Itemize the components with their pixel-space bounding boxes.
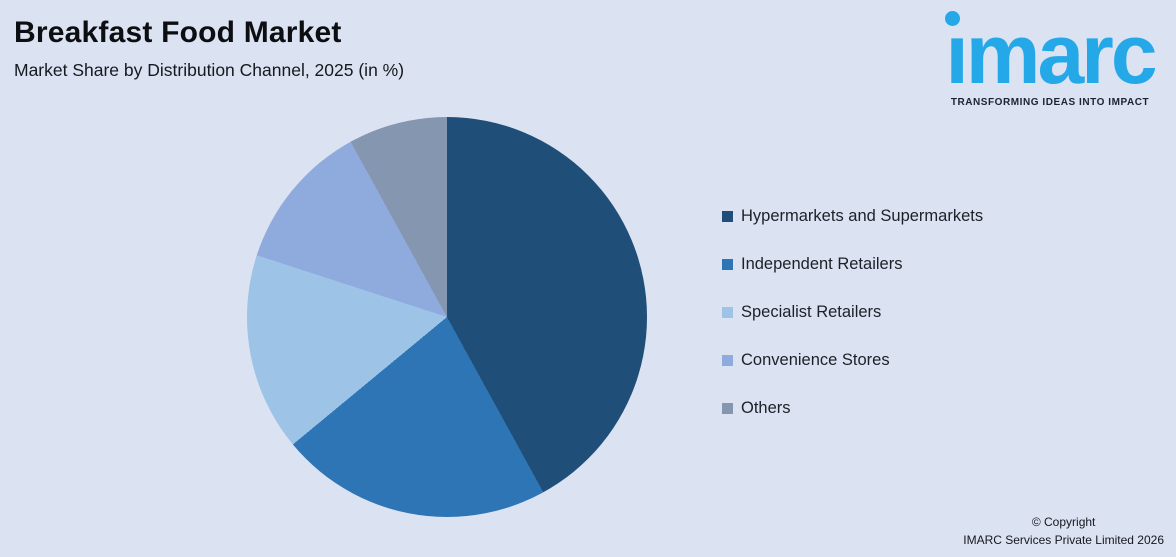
legend-label: Convenience Stores xyxy=(741,350,890,369)
legend-swatch-icon xyxy=(722,210,733,222)
logo-tagline: TRANSFORMING IDEAS INTO IMPACT xyxy=(950,97,1150,108)
copyright-line2: IMARC Services Private Limited 2026 xyxy=(963,533,1164,547)
legend-swatch-icon xyxy=(722,402,733,414)
legend-swatch-icon xyxy=(722,354,733,366)
copyright-line1: © Copyright xyxy=(1031,515,1096,529)
legend-label: Independent Retailers xyxy=(741,254,903,273)
legend-label: Others xyxy=(741,398,791,417)
legend-item-others: Others xyxy=(722,396,983,420)
page-title: Breakfast Food Market xyxy=(14,16,342,49)
legend-label: Specialist Retailers xyxy=(741,302,882,321)
logo-wordmark: ımarc xyxy=(945,7,1157,101)
legend-item-independent-retailers: Independent Retailers xyxy=(722,252,983,276)
pie-chart xyxy=(247,117,647,517)
legend-swatch-icon xyxy=(722,306,733,318)
legend-item-hypermarkets-and-supermarkets: Hypermarkets and Supermarkets xyxy=(722,204,983,228)
legend-label: Hypermarkets and Supermarkets xyxy=(741,206,984,225)
logo-i-dot-icon xyxy=(945,11,960,26)
legend-swatch-icon xyxy=(722,258,733,270)
chart-subtitle: Market Share by Distribution Channel, 20… xyxy=(14,60,405,80)
legend-item-specialist-retailers: Specialist Retailers xyxy=(722,300,983,324)
chart-legend: Hypermarkets and Supermarkets Independen… xyxy=(722,204,983,444)
imarc-logo: ımarc TRANSFORMING IDEAS INTO IMPACT xyxy=(932,2,1168,108)
legend-item-convenience-stores: Convenience Stores xyxy=(722,348,983,372)
copyright-notice: © Copyright IMARC Services Private Limit… xyxy=(963,513,1164,549)
